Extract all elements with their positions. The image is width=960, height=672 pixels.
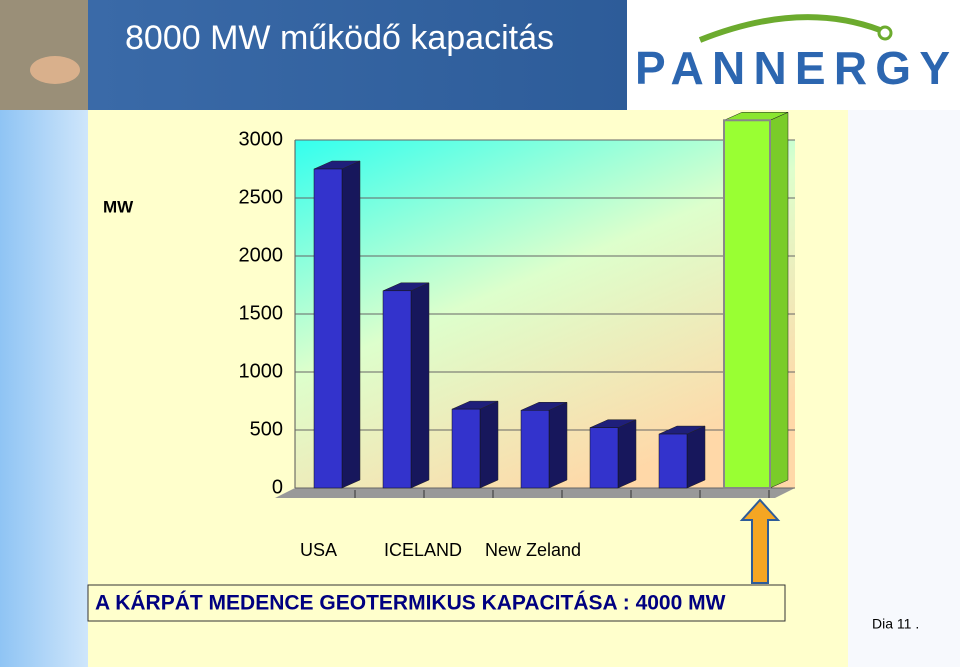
logo-arc bbox=[698, 14, 882, 43]
bar-side bbox=[410, 282, 430, 489]
banner-box bbox=[87, 584, 786, 622]
bar-side bbox=[341, 160, 361, 489]
bar bbox=[723, 119, 771, 489]
bar bbox=[658, 433, 688, 489]
bar-side bbox=[686, 425, 706, 489]
bar bbox=[313, 168, 343, 489]
side-strip bbox=[0, 110, 88, 667]
photo-hand bbox=[30, 56, 80, 84]
bar-side bbox=[617, 419, 637, 489]
x-tick-label: USA bbox=[300, 540, 337, 560]
slide-title: 8000 MW működő kapacitás bbox=[125, 19, 554, 57]
chart-floor bbox=[275, 488, 795, 498]
y-tick-label: 500 bbox=[250, 418, 283, 440]
bar-side bbox=[548, 401, 568, 489]
bar bbox=[589, 427, 619, 489]
arrow bbox=[739, 498, 781, 584]
photo bbox=[0, 0, 88, 110]
banner-text: A KÁRPÁT MEDENCE GEOTERMIKUS KAPACITÁSA … bbox=[95, 592, 726, 615]
logo-dot bbox=[877, 25, 893, 41]
bar bbox=[520, 410, 550, 489]
y-tick-label: 3000 bbox=[239, 128, 284, 150]
y-tick-label: 0 bbox=[272, 476, 283, 498]
x-tick-label: New Zeland bbox=[485, 540, 581, 560]
bar-side bbox=[769, 111, 789, 489]
y-tick-label: 1000 bbox=[239, 360, 284, 382]
footer: Dia 11 . bbox=[872, 616, 919, 632]
x-tick-label: ICELAND bbox=[384, 540, 462, 560]
y-tick-label: 1500 bbox=[239, 302, 284, 324]
bar bbox=[451, 408, 481, 489]
y-axis-label: MW bbox=[103, 197, 134, 216]
right-panel bbox=[848, 110, 960, 667]
y-tick-label: 2500 bbox=[239, 186, 284, 208]
header-band bbox=[88, 0, 627, 110]
y-tick-label: 2000 bbox=[239, 244, 284, 266]
bar bbox=[382, 290, 412, 489]
bar-side bbox=[479, 400, 499, 489]
